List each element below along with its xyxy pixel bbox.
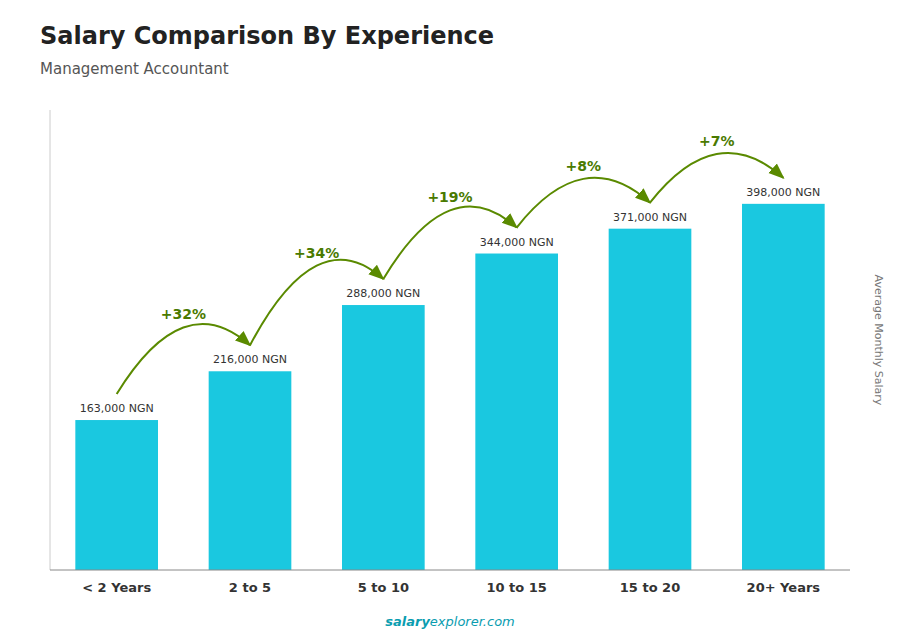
bars [75, 204, 824, 570]
chart: Salary Comparison By Experience Managemen… [0, 0, 900, 641]
change-annotation: +7% [699, 133, 735, 149]
title: Salary Comparison By Experience [40, 22, 494, 50]
x-tick-label: 10 to 15 [486, 580, 546, 595]
y-axis-label: Average Monthly Salary [872, 275, 885, 406]
bar [609, 229, 692, 570]
footer-part: explorer.com [430, 614, 515, 629]
x-tick-label: 5 to 10 [358, 580, 409, 595]
data-label: 163,000 NGN [80, 402, 154, 415]
bar [342, 305, 425, 570]
footer-part: salary [385, 614, 430, 629]
change-arrow [117, 324, 250, 394]
data-label: 344,000 NGN [480, 236, 554, 249]
subtitle: Management Accountant [40, 60, 229, 78]
x-tick-label: < 2 Years [82, 580, 151, 595]
data-label: 371,000 NGN [613, 211, 687, 224]
data-label: 398,000 NGN [746, 186, 820, 199]
bar [475, 254, 558, 570]
data-label: 288,000 NGN [346, 287, 420, 300]
x-axis-line [50, 570, 850, 571]
chart-container: Salary Comparison By Experience Managemen… [0, 0, 900, 641]
y-axis-line [50, 110, 51, 570]
change-annotation: +32% [161, 306, 206, 322]
x-tick-label: 20+ Years [747, 580, 821, 595]
bar [742, 204, 825, 570]
change-arrow [250, 260, 383, 346]
bar [209, 371, 292, 570]
change-arrow [383, 207, 516, 280]
change-arrow [650, 153, 783, 203]
footer: salaryexplorer.com [385, 614, 515, 629]
change-annotation: +8% [566, 158, 602, 174]
data-label: 216,000 NGN [213, 353, 287, 366]
change-annotation: +19% [427, 189, 472, 205]
bar [75, 420, 158, 570]
x-tick-label: 15 to 20 [620, 580, 680, 595]
change-arrow [517, 178, 650, 228]
change-annotation: +34% [294, 245, 339, 261]
x-tick-label: 2 to 5 [229, 580, 271, 595]
